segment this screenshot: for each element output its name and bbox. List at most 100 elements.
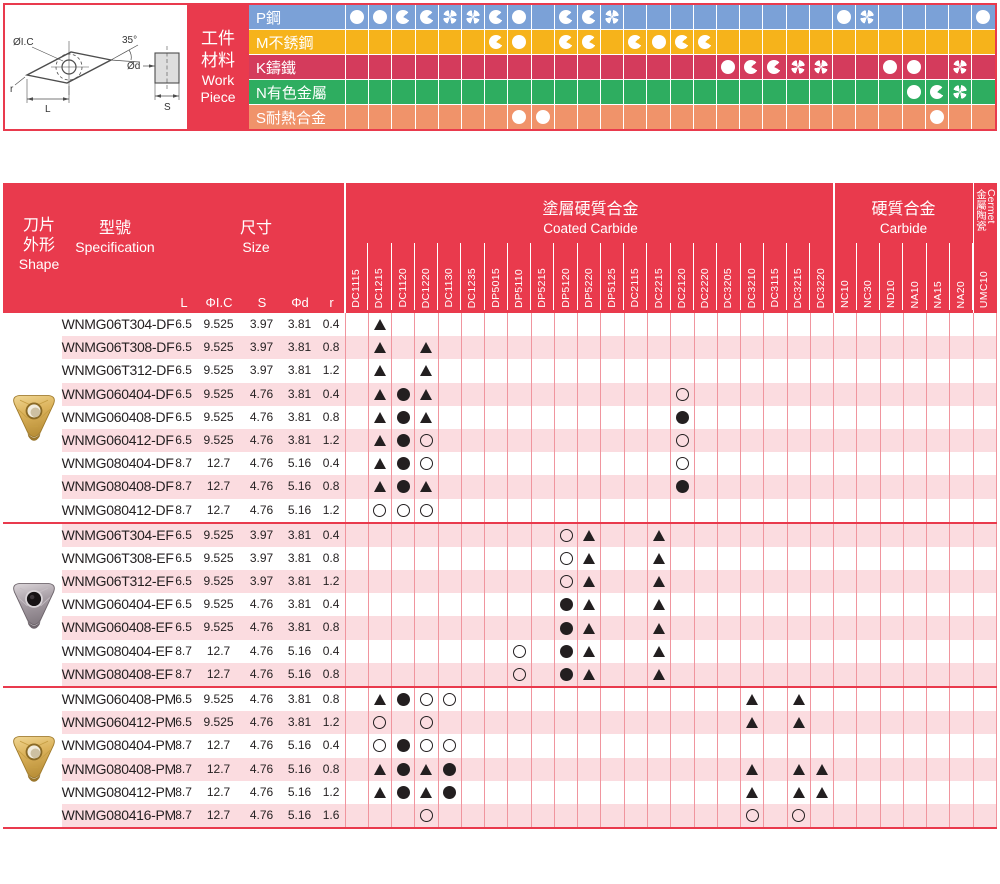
grade-mark-cell (926, 498, 949, 522)
size-r-cell: 0.4 (322, 386, 340, 401)
grade-mark-cell (926, 336, 949, 360)
grade-mark-cell (716, 616, 740, 640)
row-strip: WNMG080412-DF 8.7 12.7 4.76 5.16 1.2 (61, 498, 997, 522)
workpiece-rows: P鋼 M不銹鋼 K鑄鐵 N有色金屬 S耐熱合金 (249, 5, 995, 129)
grade-mark-cell (530, 803, 554, 828)
grade-mark-cell (437, 593, 461, 617)
size-r-cell: 0.8 (322, 620, 340, 635)
grade-label: DC3220 (815, 267, 828, 308)
grade-mark-cell (949, 803, 972, 828)
triangle-mark (816, 763, 828, 775)
notched-circle-symbol (396, 10, 411, 24)
filled-circle-mark (559, 667, 573, 681)
grade-mark-cell (716, 803, 740, 828)
size-S-cell: 4.76 (249, 409, 274, 424)
workpiece-row-P: P鋼 (249, 5, 995, 29)
gold-insert-photo (13, 395, 55, 442)
workpiece-grade-cell (576, 55, 600, 79)
grade-mark-cell (484, 523, 507, 547)
spec-cell: WNMG060408-DF (61, 408, 174, 425)
triangle-mark (373, 319, 386, 331)
workpiece-grade-cell (831, 80, 855, 104)
grade-mark-cell (367, 359, 391, 383)
grade-mark-cell (972, 757, 996, 781)
size-L-cell: 6.5 (175, 527, 192, 542)
grade-mark-cell (577, 803, 600, 828)
spec-cell: WNMG06T312-EF (61, 573, 174, 590)
pinwheel-symbol (813, 60, 828, 74)
full-circle-symbol (976, 10, 991, 24)
workpiece-grade-cell (437, 30, 461, 54)
grade-mark-cell (577, 498, 600, 522)
grade-mark-cell (856, 382, 879, 406)
grade-mark-cell (902, 734, 926, 758)
size-IC-cell: 9.525 (203, 574, 234, 589)
workpiece-grade-cell (808, 105, 832, 129)
grade-mark-cell (530, 336, 554, 360)
table-row: WNMG080404-DF 8.7 12.7 4.76 5.16 0.4 (3, 452, 997, 476)
grade-mark-cell (344, 498, 368, 522)
grade-mark-cell (693, 382, 717, 406)
row-strip: WNMG080408-EF 8.7 12.7 4.76 5.16 0.8 (61, 662, 997, 686)
size-r-cell: 0.4 (322, 643, 340, 658)
grade-mark-cell (484, 570, 507, 594)
grade-mark-cell (507, 498, 530, 522)
filled-circle-mark (396, 434, 410, 448)
carbide-en: Carbide (879, 221, 928, 236)
workpiece-grade-cell (623, 55, 646, 79)
grade-mark-cell (391, 780, 414, 804)
grade-mark-cell (647, 616, 670, 640)
grade-mark-cell (414, 405, 437, 429)
grade-mark-cell (484, 405, 507, 429)
grade-mark-cell (716, 405, 740, 429)
grade-mark-cell (553, 452, 577, 476)
grade-mark-cell (507, 757, 530, 781)
size-L-cell: 8.7 (175, 738, 192, 753)
grade-mark-cell (344, 639, 368, 663)
grade-mark-cell (786, 523, 810, 547)
size-L-cell: 6.5 (175, 317, 192, 331)
gold-insert-photo (13, 735, 55, 782)
size-d-cell: 5.16 (287, 666, 312, 681)
triangle-mark (653, 622, 666, 634)
grade-mark-cell (786, 639, 810, 663)
size-L-cell: 6.5 (175, 550, 192, 565)
workpiece-grade-cell (530, 55, 554, 79)
triangle-mark (746, 786, 759, 798)
grade-mark-cell (809, 313, 833, 337)
grade-mark-cell (577, 639, 600, 663)
grade-mark-cell (530, 523, 554, 547)
grade-mark-cell (740, 616, 763, 640)
size-L-cell: 6.5 (175, 620, 192, 635)
grade-mark-cell (414, 570, 437, 594)
grade-mark-cell (879, 711, 903, 735)
grade-mark-cell (530, 570, 554, 594)
grade-mark-cell (740, 734, 763, 758)
table-row: WNMG060412-PM 6.5 9.525 4.76 3.81 1.2 (3, 711, 997, 735)
marks-grid (344, 523, 997, 547)
size-L-cell: 8.7 (175, 643, 192, 658)
grade-mark-cell (600, 616, 623, 640)
marks-grid (344, 546, 997, 571)
table-row: WNMG060408-DF 6.5 9.525 4.76 3.81 0.8 (3, 405, 997, 429)
grade-mark-cell (949, 498, 972, 522)
grade-mark-cell (344, 780, 368, 804)
grade-mark-cell (833, 452, 856, 476)
grade-mark-cell (716, 639, 740, 663)
grade-mark-cell (623, 570, 647, 594)
table-row: WNMG06T312-DF 6.5 9.525 3.97 3.81 1.2 (3, 359, 997, 383)
grade-mark-cell (972, 359, 996, 383)
grade-mark-cell (344, 662, 368, 686)
row-strip: WNMG06T304-DF 6.5 9.525 3.97 3.81 0.4 (61, 313, 997, 337)
workpiece-grade-cell (669, 55, 693, 79)
grade-header-cell: DC3220 (809, 243, 832, 310)
grade-mark-cell (414, 359, 437, 383)
grade-mark-cell (484, 734, 507, 758)
grade-mark-cell (460, 546, 484, 571)
grade-label: DP5015 (489, 268, 502, 308)
size-d-cell: 5.16 (287, 761, 312, 776)
grade-mark-cell (856, 475, 879, 499)
grade-mark-cell (553, 757, 577, 781)
grade-mark-cell (949, 336, 972, 360)
grade-mark-cell (693, 757, 717, 781)
